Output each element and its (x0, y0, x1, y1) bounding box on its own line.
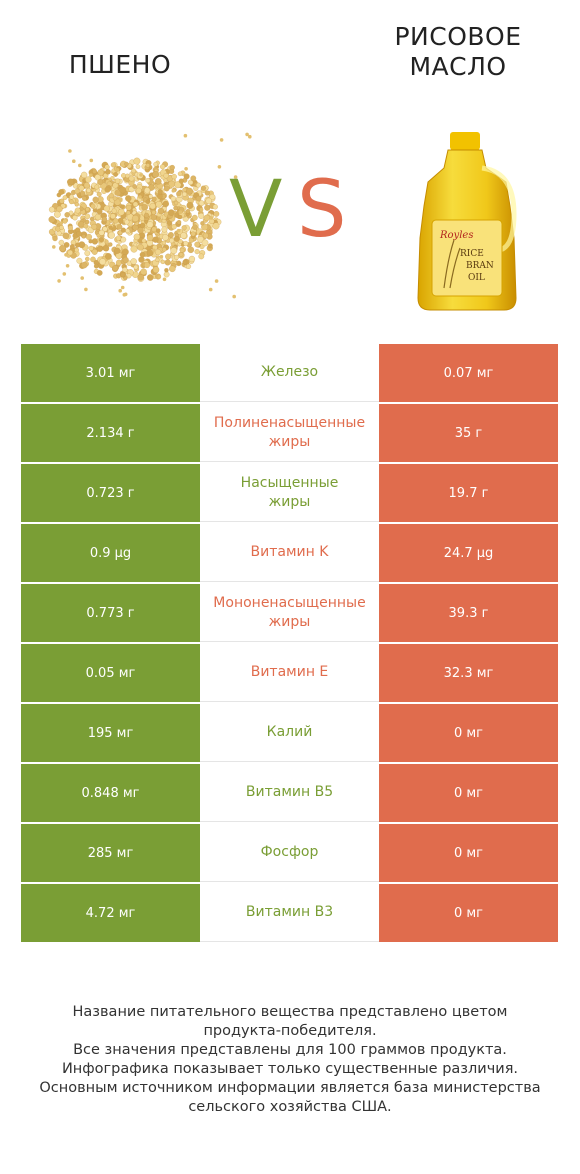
table-row: 3.01 мг Железо 0.07 мг (21, 343, 558, 403)
nutrient-name-cell: Витамин K (200, 524, 379, 582)
nutrient-name-cell: Фосфор (200, 824, 379, 882)
millet-image (48, 132, 252, 299)
left-value-cell: 195 мг (21, 704, 200, 762)
footer-line: сельского хозяйства США. (188, 1099, 392, 1115)
footer-line: Инфографика показывает только существенн… (61, 1061, 519, 1077)
footer-line: Название питательного вещества представл… (72, 1004, 508, 1020)
bottle-label (431, 219, 503, 297)
right-title-line-1: РИСОВОЕ (394, 22, 522, 51)
vs-label: V S (225, 160, 360, 260)
left-value-cell: 0.723 г (21, 464, 200, 522)
bottle-label-line-1: RICE (460, 249, 484, 259)
rice-stalk-icon (443, 239, 461, 289)
nutrient-name-cell: Витамин B3 (200, 884, 379, 942)
right-value-cell: 32.3 мг (379, 644, 558, 702)
table-row: 0.723 г Насыщенные жиры 19.7 г (21, 463, 558, 523)
table-row: 2.134 г Полиненасыщенные жиры 35 г (21, 403, 558, 463)
right-title-line-2: МАСЛО (409, 52, 507, 81)
bottle-label-line-3: OIL (468, 273, 485, 283)
comparison-table: 3.01 мг Железо 0.07 мг 2.134 г Полиненасыщен… (21, 343, 558, 943)
right-value-cell: 19.7 г (379, 464, 558, 522)
nutrient-name-cell: Железо (200, 344, 379, 402)
table-row: 285 мг Фосфор 0 мг (21, 823, 558, 883)
left-value-cell: 0.9 µg (21, 524, 200, 582)
right-value-cell: 0 мг (379, 884, 558, 942)
table-row: 195 мг Калий 0 мг (21, 703, 558, 763)
nutrient-name-cell: Калий (200, 704, 379, 762)
right-product-title: РИСОВОЕ МАСЛО (358, 22, 558, 82)
table-row: 0.848 мг Витамин B5 0 мг (21, 763, 558, 823)
left-value-cell: 4.72 мг (21, 884, 200, 942)
nutrient-name-cell: Насыщенные жиры (200, 464, 379, 522)
table-row: 0.9 µg Витамин K 24.7 µg (21, 523, 558, 583)
table-row: 0.05 мг Витамин E 32.3 мг (21, 643, 558, 703)
left-value-cell: 0.05 мг (21, 644, 200, 702)
right-value-cell: 39.3 г (379, 584, 558, 642)
bottle-cap (450, 132, 480, 150)
bottle-brand-text: Royles (439, 230, 473, 241)
bottle-label-line-2: BRAN (466, 261, 494, 271)
vs-s-letter: S (297, 165, 347, 255)
left-value-cell: 285 мг (21, 824, 200, 882)
nutrient-name-cell: Витамин E (200, 644, 379, 702)
footer-line: продукта-победителя. (203, 1023, 377, 1039)
left-value-cell: 2.134 г (21, 404, 200, 462)
left-value-cell: 3.01 мг (21, 344, 200, 402)
vs-v-letter: V (229, 165, 283, 255)
left-value-cell: 0.848 мг (21, 764, 200, 822)
footer-line: Основным источником информации является … (39, 1080, 541, 1096)
table-row: 0.773 г Мононенасыщенные жиры 39.3 г (21, 583, 558, 643)
right-value-cell: 0 мг (379, 704, 558, 762)
rice-bran-oil-bottle-image: Royles RICE BRAN OIL (417, 132, 517, 311)
left-product-title: ПШЕНО (68, 50, 172, 79)
right-value-cell: 0.07 мг (379, 344, 558, 402)
nutrient-name-cell: Витамин B5 (200, 764, 379, 822)
footer-notes: Название питательного вещества представл… (20, 1003, 560, 1117)
nutrient-name-cell: Полиненасыщенные жиры (200, 404, 379, 462)
nutrient-name-cell: Мононенасыщенные жиры (200, 584, 379, 642)
right-value-cell: 24.7 µg (379, 524, 558, 582)
left-value-cell: 0.773 г (21, 584, 200, 642)
table-row: 4.72 мг Витамин B3 0 мг (21, 883, 558, 943)
footer-line: Все значения представлены для 100 граммо… (73, 1042, 507, 1058)
right-value-cell: 0 мг (379, 824, 558, 882)
right-value-cell: 0 мг (379, 764, 558, 822)
right-value-cell: 35 г (379, 404, 558, 462)
